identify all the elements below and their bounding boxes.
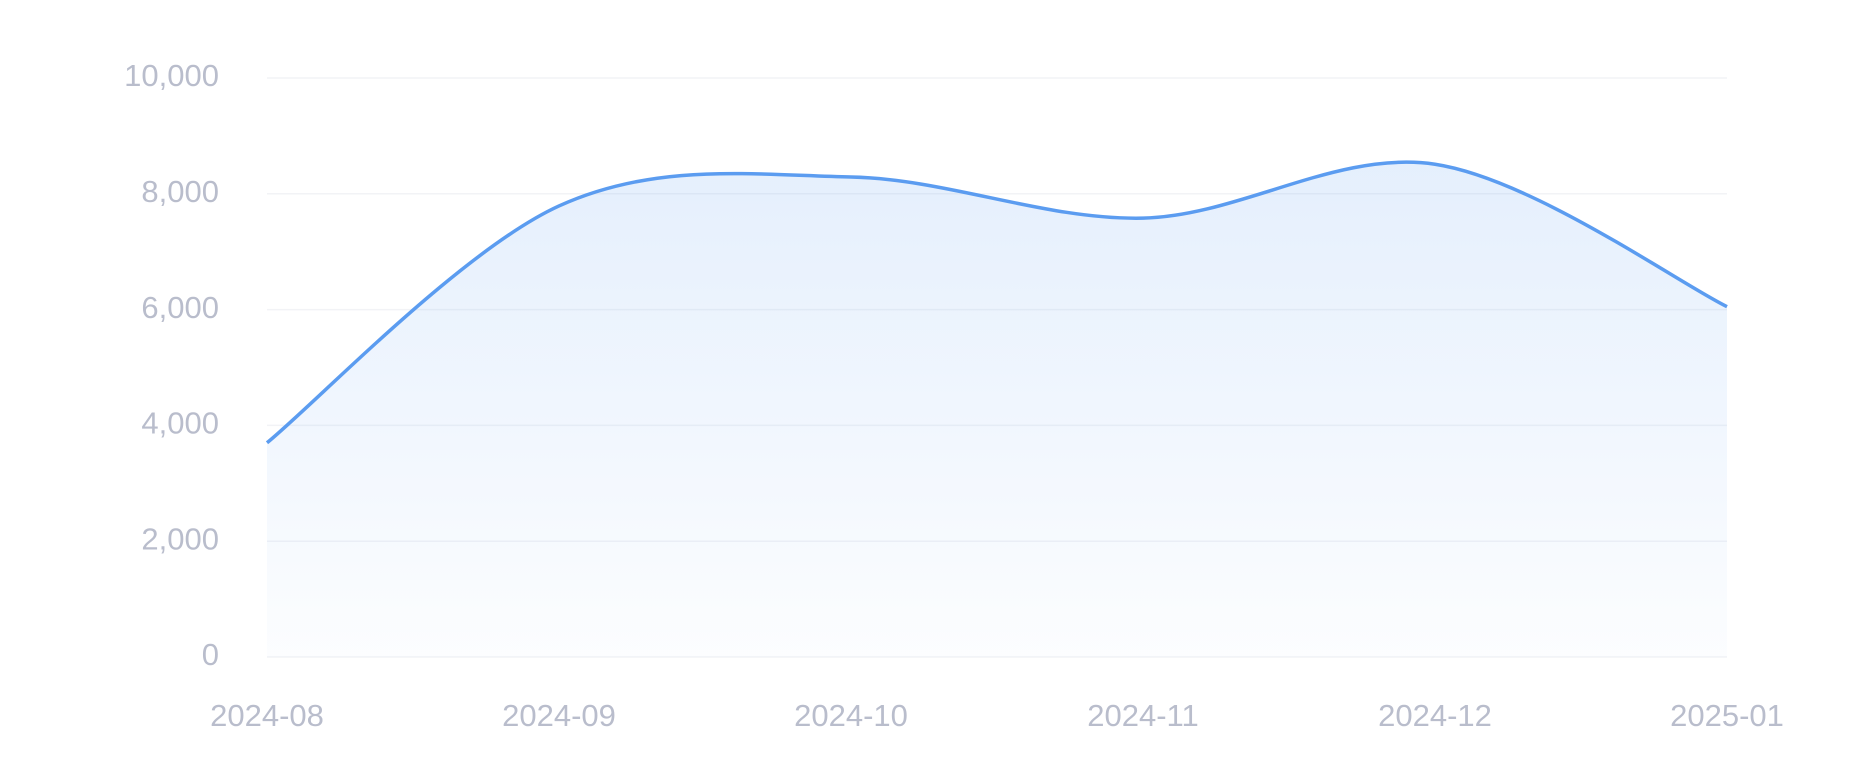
x-tick-label: 2024-09 [502,698,616,733]
x-tick-label: 2024-12 [1378,698,1492,733]
line [265,160,1728,445]
y-tick-label: 8,000 [141,174,219,209]
y-tick-label: 2,000 [141,521,219,556]
x-tick-label: 2024-08 [210,698,324,733]
y-tick-label: 4,000 [141,406,219,441]
x-tick-label: 2025-01 [1670,698,1784,733]
x-tick-label: 2024-10 [794,698,908,733]
y-tick-label: 6,000 [141,290,219,325]
y-tick-label: 0 [202,637,219,672]
y-tick-label: 10,000 [124,58,219,93]
area-fill [267,162,1727,657]
x-tick-label: 2024-11 [1087,698,1198,733]
